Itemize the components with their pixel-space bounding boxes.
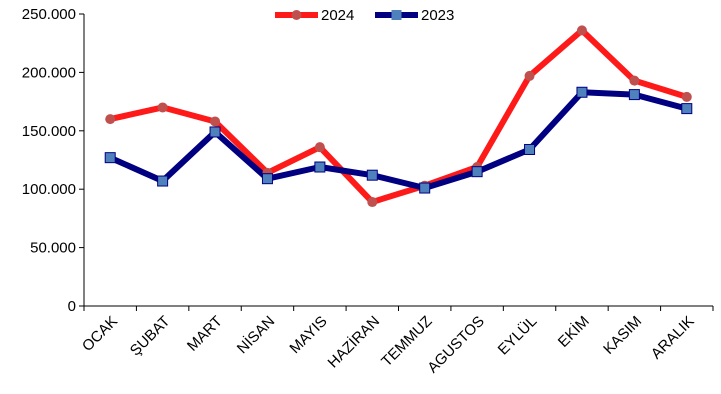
data-point-2024 (681, 91, 692, 102)
x-tick-label: MAYIS (286, 313, 330, 357)
data-point-2024 (157, 102, 168, 113)
data-point-2023 (261, 173, 273, 185)
x-tick-label: OCAK (79, 313, 121, 355)
y-tick-label: 50.000 (30, 240, 76, 257)
data-point-2024 (105, 114, 116, 125)
data-point-2023 (314, 161, 326, 173)
data-point-2024 (576, 25, 587, 36)
x-tick-label: EYLÜL (494, 312, 540, 358)
y-tick-label: 100.000 (22, 181, 76, 198)
legend-label-2024: 2024 (321, 7, 354, 24)
plot-area (104, 25, 693, 208)
legend-item-2023: 2023 (375, 7, 454, 24)
y-tick-label: 250.000 (22, 6, 76, 23)
data-point-2023 (104, 152, 116, 164)
data-point-2024 (314, 142, 325, 153)
x-tick-label: ŞUBAT (127, 313, 174, 360)
data-point-2023 (524, 143, 536, 155)
chart-legend: 2024 2023 (275, 7, 454, 24)
x-tick-label: ARALIK (648, 313, 698, 363)
data-point-2023 (471, 166, 483, 178)
data-point-2023 (681, 103, 693, 115)
data-point-2023 (419, 182, 431, 194)
data-point-2024 (367, 197, 378, 208)
legend-item-2024: 2024 (275, 7, 354, 24)
data-point-2024 (629, 75, 640, 86)
x-tick-label: HAZİRAN (324, 312, 383, 371)
data-point-2023 (157, 175, 169, 187)
series-line-2024 (107, 27, 690, 205)
x-tick-label: MART (184, 313, 226, 355)
x-tick-label: EKİM (554, 312, 593, 351)
data-point-2023 (209, 126, 221, 138)
x-tick-label: AGUSTOS (424, 313, 488, 377)
x-tick-label: KASIM (600, 313, 645, 358)
legend-label-2023: 2023 (421, 7, 454, 24)
x-tick-label: NİSAN (233, 312, 278, 357)
data-point-2023 (576, 86, 588, 98)
data-point-2024 (210, 116, 221, 127)
data-point-2024 (524, 70, 535, 81)
y-tick-label: 200.000 (22, 64, 76, 81)
legend-marker-2023 (391, 10, 402, 20)
chart-axes: 0 50.000 100.000 150.000 200.000 250.000 OCAK Ş… (22, 6, 714, 377)
legend-marker-2024 (291, 10, 302, 20)
y-tick-label: 0 (68, 298, 76, 315)
data-point-2023 (366, 169, 378, 181)
y-tick-label: 150.000 (22, 123, 76, 140)
data-point-2023 (628, 89, 640, 101)
series-line-2023 (107, 89, 690, 191)
